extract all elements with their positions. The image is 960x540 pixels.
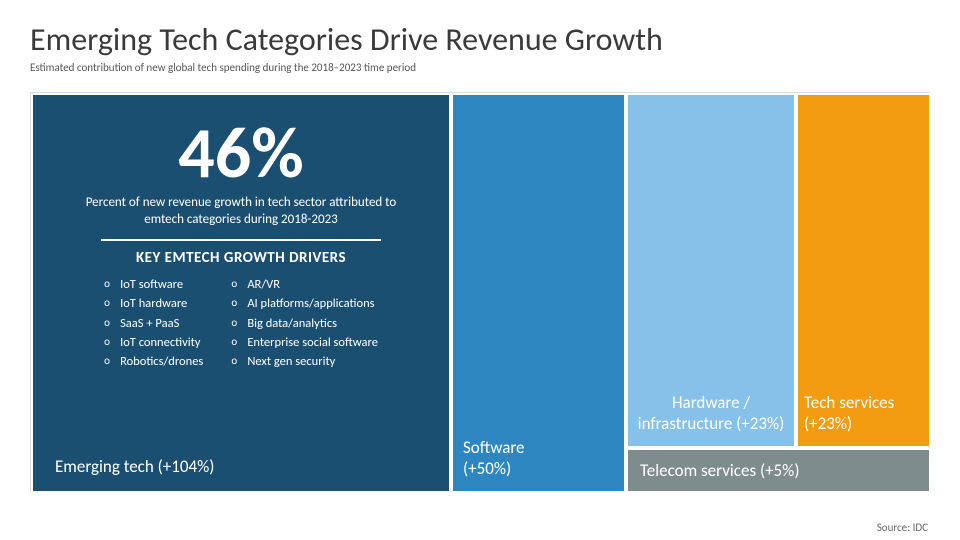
driver-item: Big data/analytics: [231, 314, 378, 333]
emerging-headline-desc: Percent of new revenue growth in tech se…: [81, 195, 401, 229]
treemap: 46% Percent of new revenue growth in tec…: [30, 92, 930, 492]
driver-item: Next gen security: [231, 352, 378, 371]
drivers-col-1: IoT softwareIoT hardwareSaaS + PaaSIoT c…: [104, 275, 203, 372]
cell-tech-services: Tech services (+23%): [796, 93, 931, 448]
slide-subtitle: Estimated contribution of new global tec…: [30, 61, 930, 74]
cell-label-techservices: Tech services (+23%): [804, 393, 923, 434]
cell-label-emerging: Emerging tech (+104%): [55, 456, 214, 477]
cell-label-hardware: Hardware / infrastructure (+23%): [636, 393, 786, 434]
divider: [101, 239, 381, 241]
emerging-content: 46% Percent of new revenue growth in tec…: [33, 95, 449, 491]
driver-item: IoT hardware: [104, 294, 203, 313]
driver-item: SaaS + PaaS: [104, 314, 203, 333]
driver-item: Robotics/drones: [104, 352, 203, 371]
drivers-columns: IoT softwareIoT hardwareSaaS + PaaSIoT c…: [55, 275, 427, 372]
cell-telecom: Telecom services (+5%): [626, 448, 931, 493]
cell-software: Software(+50%): [451, 93, 626, 493]
driver-item: IoT connectivity: [104, 333, 203, 352]
driver-item: AI platforms/applications: [231, 294, 378, 313]
cell-label-telecom: Telecom services (+5%): [640, 460, 799, 480]
drivers-title: KEY EMTECH GROWTH DRIVERS: [55, 249, 427, 267]
driver-item: Enterprise social software: [231, 333, 378, 352]
drivers-col-2: AR/VRAI platforms/applicationsBig data/a…: [231, 275, 378, 372]
source-label: Source: IDC: [877, 521, 928, 534]
cell-label-software: Software(+50%): [463, 438, 525, 479]
emerging-headline: 46%: [55, 117, 427, 189]
slide-title: Emerging Tech Categories Drive Revenue G…: [30, 20, 930, 59]
cell-hardware: Hardware / infrastructure (+23%): [626, 93, 796, 448]
slide: Emerging Tech Categories Drive Revenue G…: [0, 0, 960, 540]
driver-item: IoT software: [104, 275, 203, 294]
cell-emerging-tech: 46% Percent of new revenue growth in tec…: [31, 93, 451, 493]
driver-item: AR/VR: [231, 275, 378, 294]
